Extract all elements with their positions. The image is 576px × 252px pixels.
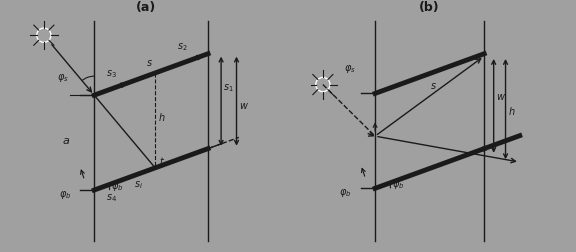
Text: $h$: $h$ xyxy=(158,111,165,123)
Text: $\varphi_b$: $\varphi_b$ xyxy=(392,178,404,190)
Text: $s_4$: $s_4$ xyxy=(106,192,117,204)
Text: $\varphi_b$: $\varphi_b$ xyxy=(339,186,352,199)
Title: (b): (b) xyxy=(419,1,440,14)
Text: $t$: $t$ xyxy=(159,155,165,167)
Text: $w$: $w$ xyxy=(239,101,249,111)
Text: $s$: $s$ xyxy=(430,80,437,90)
Text: $\varphi_b$: $\varphi_b$ xyxy=(59,188,71,200)
Text: $\varphi_b$: $\varphi_b$ xyxy=(111,180,123,192)
Text: $\varphi_s$: $\varphi_s$ xyxy=(58,71,69,83)
Text: $a$: $a$ xyxy=(62,135,70,145)
Text: $s_2$: $s_2$ xyxy=(177,41,188,52)
Title: (a): (a) xyxy=(137,1,157,14)
Text: $\varphi_s$: $\varphi_s$ xyxy=(344,63,356,75)
Text: $s$: $s$ xyxy=(146,58,153,68)
Text: $h$: $h$ xyxy=(508,104,516,116)
Text: $s_i$: $s_i$ xyxy=(134,178,143,190)
Text: $w$: $w$ xyxy=(496,91,506,101)
Text: $s_1$: $s_1$ xyxy=(223,82,234,94)
Text: $s_3$: $s_3$ xyxy=(106,68,117,80)
